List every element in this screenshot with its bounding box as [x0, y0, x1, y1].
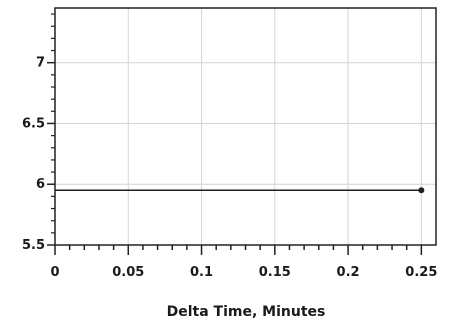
- plot-frame: [54, 7, 437, 246]
- y-tick-label: 7: [36, 56, 45, 71]
- data-point: [418, 187, 425, 194]
- x-tick-label: 0: [50, 265, 59, 280]
- x-tick-label: 0.1: [190, 265, 213, 280]
- y-tick-label: 5.5: [22, 238, 45, 253]
- x-tick-label: 0.15: [259, 265, 291, 280]
- x-tick-label: 0.05: [112, 265, 144, 280]
- y-tick-label: 6.5: [22, 116, 45, 131]
- x-axis-title: Delta Time, Minutes: [167, 304, 326, 320]
- grid-lines: [55, 8, 436, 245]
- x-tick-label: 0.2: [337, 265, 360, 280]
- y-tick-label: 6: [36, 177, 45, 192]
- data-series: [55, 187, 425, 194]
- x-tick-label: 0.25: [405, 265, 437, 280]
- tick-labels: 0 0.05 0.1 0.15 0.2 0.25 5.5 6 6.5 7: [22, 56, 437, 280]
- axis-ticks: [47, 13, 423, 255]
